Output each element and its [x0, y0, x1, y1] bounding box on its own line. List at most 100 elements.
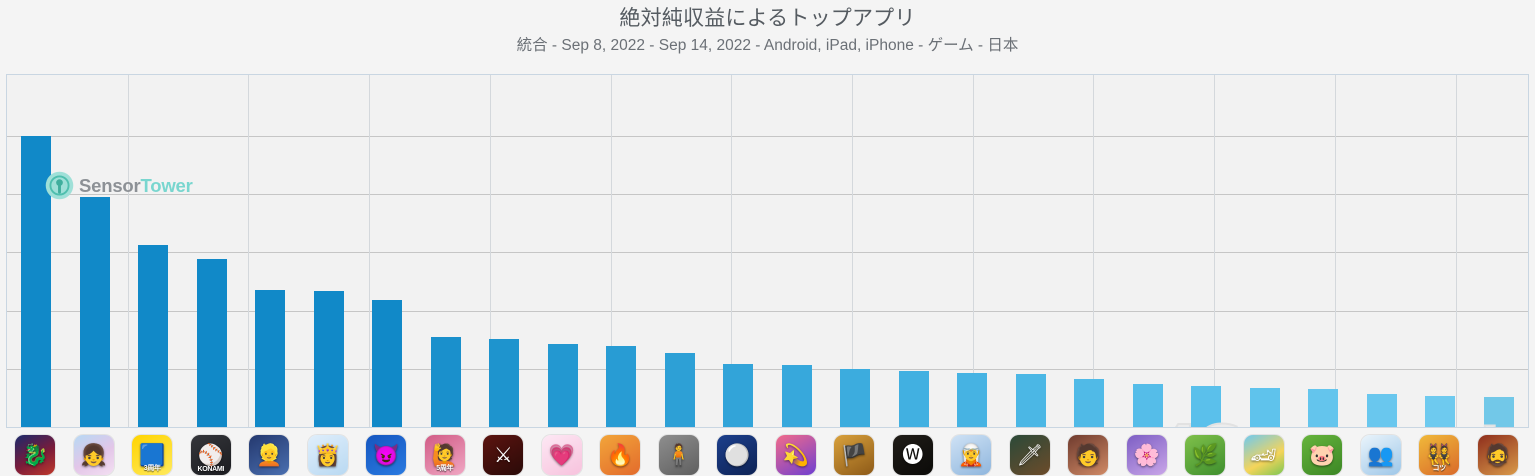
- bar-4[interactable]: [196, 258, 227, 427]
- bar-21[interactable]: [1191, 385, 1222, 427]
- bar-13[interactable]: [723, 363, 754, 427]
- app-icon-golden-anime[interactable]: 🧔: [1477, 435, 1518, 475]
- app-icon-one-piece-wrapper[interactable]: 🏴: [834, 435, 875, 475]
- app-icon-konami-baseball[interactable]: ⚾ KONAMI: [190, 435, 231, 475]
- app-icon-pokemon-go-wrapper[interactable]: ⚪: [717, 435, 758, 475]
- app-icon-green-field[interactable]: 🌿: [1185, 435, 1226, 475]
- bar-3[interactable]: [138, 244, 169, 427]
- gridline-vertical: [973, 75, 974, 427]
- icon-glyph: ⚔: [493, 443, 513, 467]
- app-icon-pink-hair-girl[interactable]: 💗: [541, 435, 582, 475]
- app-icon-racing-kart[interactable]: 🏎: [1243, 435, 1284, 475]
- icon-glyph: 🌿: [1192, 443, 1219, 467]
- app-icon-dark-fantasy-wrapper[interactable]: ⚔: [483, 435, 524, 475]
- app-icon-dark-fantasy[interactable]: ⚔: [483, 435, 524, 475]
- bar-15[interactable]: [840, 369, 871, 427]
- app-icon-dragon-ball-z[interactable]: 🔥: [600, 435, 641, 475]
- app-icon-dragon-ball-z-wrapper[interactable]: 🔥: [600, 435, 641, 475]
- bar-10[interactable]: [547, 343, 578, 427]
- bar-18[interactable]: [1015, 374, 1046, 427]
- icon-badge-label: コツ: [1432, 465, 1447, 472]
- bar-23[interactable]: [1308, 388, 1339, 427]
- bar-17[interactable]: [957, 373, 988, 427]
- app-icon-yellow-anime[interactable]: 👯 コツ: [1419, 435, 1460, 475]
- bar-20[interactable]: [1132, 383, 1163, 427]
- app-icon-dq-walk-3rd-wrapper[interactable]: 🟦 3周年: [132, 435, 173, 475]
- app-icon-uma-musume-wrapper[interactable]: 👧: [73, 435, 114, 475]
- app-icon-5th-anniversary-wrapper[interactable]: 🙋 5周年: [424, 435, 465, 475]
- icon-glyph: 💫: [782, 443, 809, 467]
- app-icon-konami-baseball-wrapper[interactable]: ⚾ KONAMI: [190, 435, 231, 475]
- bar-26[interactable]: [1483, 397, 1514, 427]
- icon-glyph: 🐷: [1309, 443, 1336, 467]
- app-icon-golden-anime-wrapper[interactable]: 🧔: [1477, 435, 1518, 475]
- app-icon-white-hair-girl[interactable]: 👸: [307, 435, 348, 475]
- app-icon-dq-walk-3rd[interactable]: 🟦 3周年: [132, 435, 173, 475]
- bar-8[interactable]: [430, 336, 461, 427]
- icon-glyph: 😈: [373, 443, 400, 467]
- app-icon-blue-duo[interactable]: 👥: [1360, 435, 1401, 475]
- icon-glyph: 👱: [256, 443, 283, 467]
- bar-19[interactable]: [1074, 379, 1105, 427]
- bar-2[interactable]: [79, 197, 110, 427]
- bar-12[interactable]: [664, 352, 695, 427]
- app-icon-monster-strike-wrapper[interactable]: 😈: [366, 435, 407, 475]
- bar-16[interactable]: [898, 371, 929, 427]
- icon-glyph: 👧: [80, 443, 107, 467]
- icon-glyph: 🧝: [958, 443, 985, 467]
- bar-25[interactable]: [1425, 395, 1456, 427]
- app-icon-monster-strike[interactable]: 😈: [366, 435, 407, 475]
- app-icon-fgo-wrapper[interactable]: 👱: [249, 435, 290, 475]
- app-icon-white-knight-wrapper[interactable]: 🧝: [951, 435, 992, 475]
- bar-9[interactable]: [489, 338, 520, 427]
- app-icon-gray-chibi[interactable]: 🧍: [658, 435, 699, 475]
- app-icon-pink-pig-wrapper[interactable]: 🐷: [1302, 435, 1343, 475]
- bar-14[interactable]: [781, 365, 812, 427]
- bar-1[interactable]: [21, 136, 52, 427]
- gridline-vertical: [369, 75, 370, 427]
- app-icon-maso-girls[interactable]: 💫: [775, 435, 816, 475]
- icon-glyph: 🏎: [1250, 443, 1278, 467]
- app-icon-pink-hair-girl-wrapper[interactable]: 💗: [541, 435, 582, 475]
- app-icon-black-w-logo[interactable]: 🅦: [892, 435, 933, 475]
- icon-background: [1009, 435, 1050, 475]
- app-icon-blue-duo-wrapper[interactable]: 👥: [1360, 435, 1401, 475]
- icon-glyph: 🟦: [139, 443, 166, 467]
- app-icon-brown-hair-girl-wrapper[interactable]: 🧑: [1068, 435, 1109, 475]
- app-icon-fgo[interactable]: 👱: [249, 435, 290, 475]
- app-icon-dragon-red[interactable]: 🐉: [15, 435, 56, 475]
- app-icon-black-w-logo-wrapper[interactable]: 🅦: [892, 435, 933, 475]
- bar-24[interactable]: [1366, 393, 1397, 427]
- icon-background: [1243, 435, 1284, 475]
- app-icon-yellow-anime-wrapper[interactable]: 👯 コツ: [1419, 435, 1460, 475]
- app-icon-brown-hair-girl[interactable]: 🧑: [1068, 435, 1109, 475]
- app-icon-warrior-red-wrapper[interactable]: 🗡: [1009, 435, 1050, 475]
- app-icon-pokemon-go[interactable]: ⚪: [717, 435, 758, 475]
- app-icon-5th-anniversary[interactable]: 🙋 5周年: [424, 435, 465, 475]
- app-icon-dragon-red-wrapper[interactable]: 🐉: [15, 435, 56, 475]
- icon-background: [73, 435, 114, 475]
- gridline-horizontal: [7, 194, 1528, 196]
- bar-22[interactable]: [1249, 388, 1280, 427]
- app-icon-uma-musume[interactable]: 👧: [73, 435, 114, 475]
- app-icon-pink-pig[interactable]: 🐷: [1302, 435, 1343, 475]
- app-icon-maso-girls-wrapper[interactable]: 💫: [775, 435, 816, 475]
- bar-7[interactable]: [372, 299, 403, 427]
- app-icon-white-hair-girl-wrapper[interactable]: 👸: [307, 435, 348, 475]
- app-icon-racing-kart-wrapper[interactable]: 🏎: [1243, 435, 1284, 475]
- icon-glyph: 🏴: [841, 443, 868, 467]
- gridline-vertical: [1456, 75, 1457, 427]
- app-icon-one-piece[interactable]: 🏴: [834, 435, 875, 475]
- icon-glyph: 👸: [314, 443, 341, 467]
- app-icon-purple-anime-wrapper[interactable]: 🌸: [1126, 435, 1167, 475]
- app-icon-purple-anime[interactable]: 🌸: [1126, 435, 1167, 475]
- bar-5[interactable]: [255, 290, 286, 427]
- app-icon-warrior-red[interactable]: 🗡: [1009, 435, 1050, 475]
- title-block: 絶対純収益によるトップアプリ 統合 - Sep 8, 2022 - Sep 14…: [0, 0, 1535, 57]
- icon-glyph: 👯: [1426, 443, 1453, 467]
- app-icon-gray-chibi-wrapper[interactable]: 🧍: [658, 435, 699, 475]
- bar-6[interactable]: [313, 291, 344, 427]
- bar-11[interactable]: [606, 345, 637, 427]
- app-icon-white-knight[interactable]: 🧝: [951, 435, 992, 475]
- app-icon-green-field-wrapper[interactable]: 🌿: [1185, 435, 1226, 475]
